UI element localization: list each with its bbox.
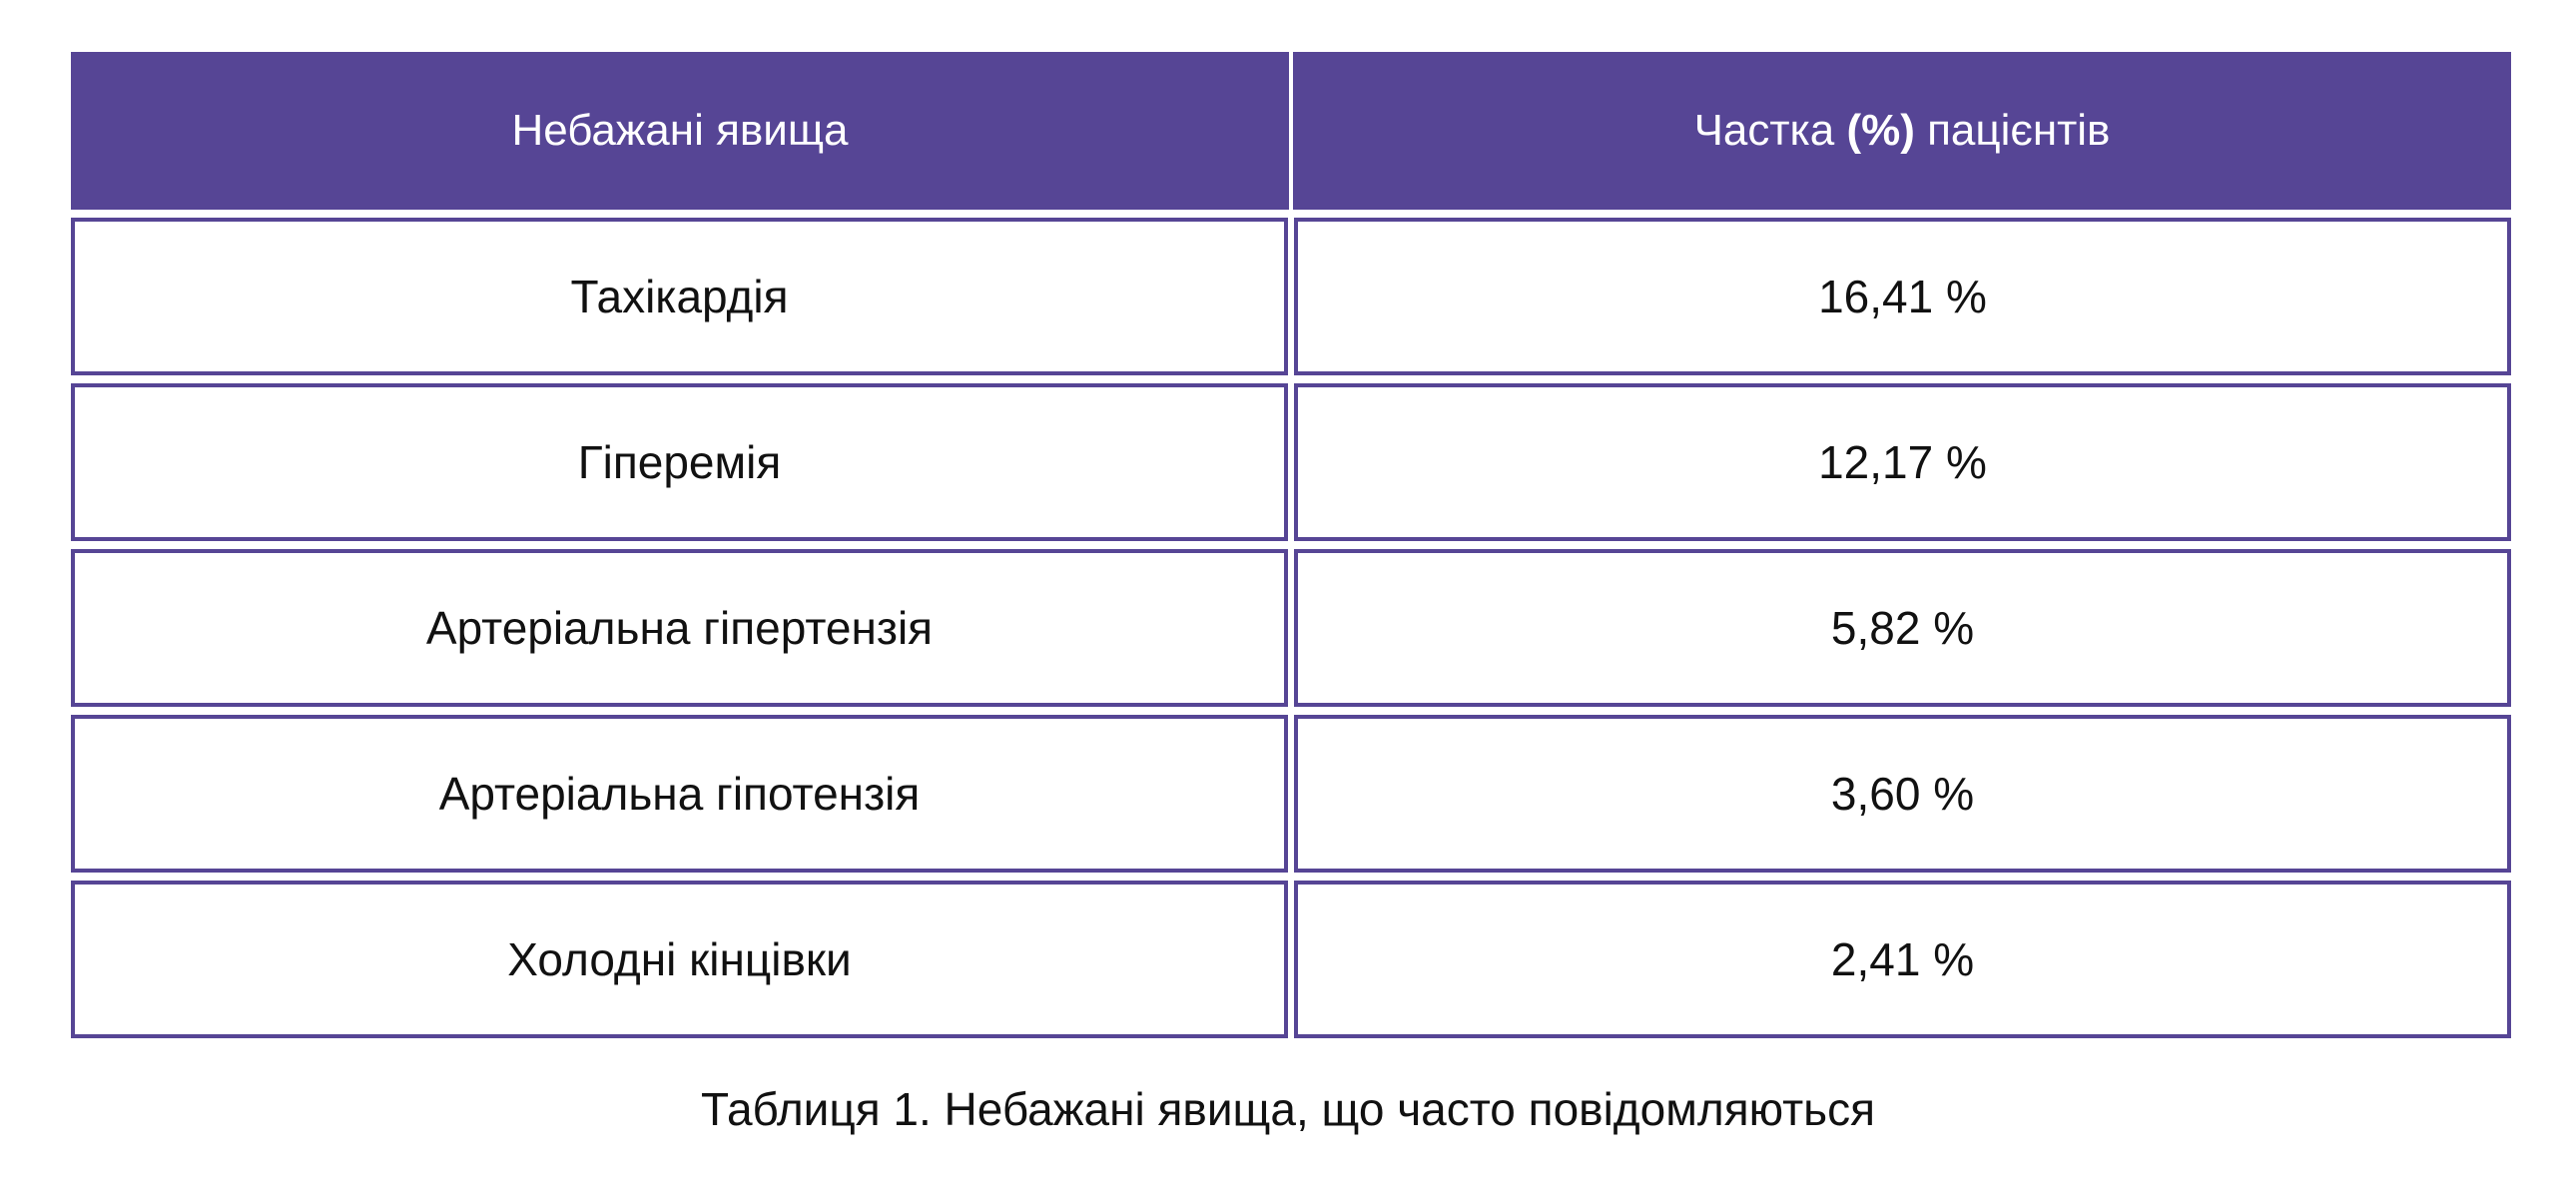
patient-share-cell: 2,41 % <box>1294 881 2511 1038</box>
header-patient-share: Частка (%) пацієнтів <box>1293 52 2511 210</box>
table-row: Артеріальна гіпертензія 5,82 % <box>71 549 2511 707</box>
adverse-event-label: Артеріальна гіпотензія <box>438 768 921 820</box>
adverse-event-cell: Артеріальна гіпертензія <box>71 549 1288 707</box>
patient-share-cell: 3,60 % <box>1294 715 2511 873</box>
table-row: Холодні кінцівки 2,41 % <box>71 881 2511 1038</box>
table-header-row: Небажані явища Частка (%) пацієнтів <box>71 52 2511 210</box>
adverse-event-cell: Тахікардія <box>71 218 1288 375</box>
patient-share-cell: 12,17 % <box>1294 383 2511 541</box>
adverse-event-cell: Артеріальна гіпотензія <box>71 715 1288 873</box>
patient-share-cell: 5,82 % <box>1294 549 2511 707</box>
patient-share-value: 5,82 % <box>1830 602 1975 654</box>
patient-share-value: 16,41 % <box>1818 271 1987 322</box>
header-patient-share-unit: (%) <box>1846 106 1915 155</box>
patient-share-value: 12,17 % <box>1818 436 1987 488</box>
header-adverse-events-label: Небажані явища <box>511 106 849 155</box>
adverse-event-cell: Холодні кінцівки <box>71 881 1288 1038</box>
header-patient-share-suffix: пацієнтів <box>1914 106 2111 155</box>
adverse-event-label: Гіперемія <box>577 436 782 488</box>
header-patient-share-prefix: Частка <box>1693 106 1847 155</box>
table-row: Гіперемія 12,17 % <box>71 383 2511 541</box>
adverse-event-label: Холодні кінцівки <box>507 933 852 985</box>
adverse-event-label: Тахікардія <box>570 271 789 322</box>
patient-share-cell: 16,41 % <box>1294 218 2511 375</box>
patient-share-value: 2,41 % <box>1830 933 1975 985</box>
table-caption: Таблиця 1. Небажані явища, що часто пові… <box>700 1083 1876 1135</box>
table-row: Артеріальна гіпотензія 3,60 % <box>71 715 2511 873</box>
patient-share-value: 3,60 % <box>1830 768 1975 820</box>
table-row: Тахікардія 16,41 % <box>71 218 2511 375</box>
header-adverse-events: Небажані явища <box>71 52 1289 210</box>
adverse-events-table: Небажані явища Частка (%) пацієнтів Тахі… <box>71 52 2511 1038</box>
adverse-event-cell: Гіперемія <box>71 383 1288 541</box>
adverse-event-label: Артеріальна гіпертензія <box>425 602 934 654</box>
